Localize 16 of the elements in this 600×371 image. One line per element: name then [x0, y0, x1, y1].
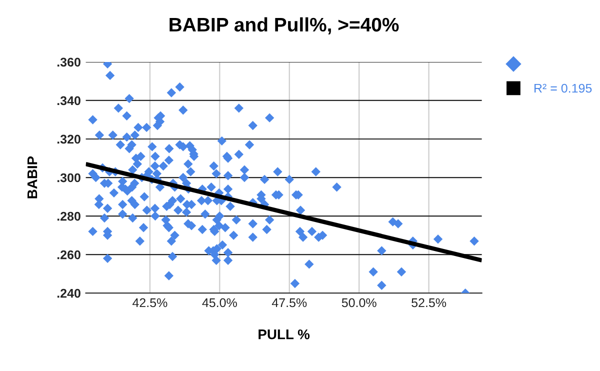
y-tick-label: .240	[57, 288, 80, 298]
y-tick-label: .280	[57, 212, 80, 221]
legend-label: R² = 0.195	[534, 84, 592, 93]
x-tick-label: 42.5%	[132, 298, 168, 308]
x-axis-title: PULL %	[258, 329, 310, 340]
x-tick-label: 45.0%	[202, 298, 237, 308]
y-tick-label: .300	[57, 173, 80, 182]
x-tick-label: 47.5%	[272, 298, 307, 308]
x-tick-label: 50.0%	[342, 298, 376, 308]
y-tick-label: .320	[57, 134, 80, 144]
chart-title: BABIP and Pull%, >=40%	[170, 17, 399, 34]
y-tick-label: .260	[57, 250, 80, 260]
y-axis-title: BABIP	[28, 156, 38, 198]
x-tick-label: 52.5%	[412, 298, 446, 308]
y-tick-label: .360	[57, 58, 80, 67]
y-tick-label: .340	[57, 96, 80, 106]
